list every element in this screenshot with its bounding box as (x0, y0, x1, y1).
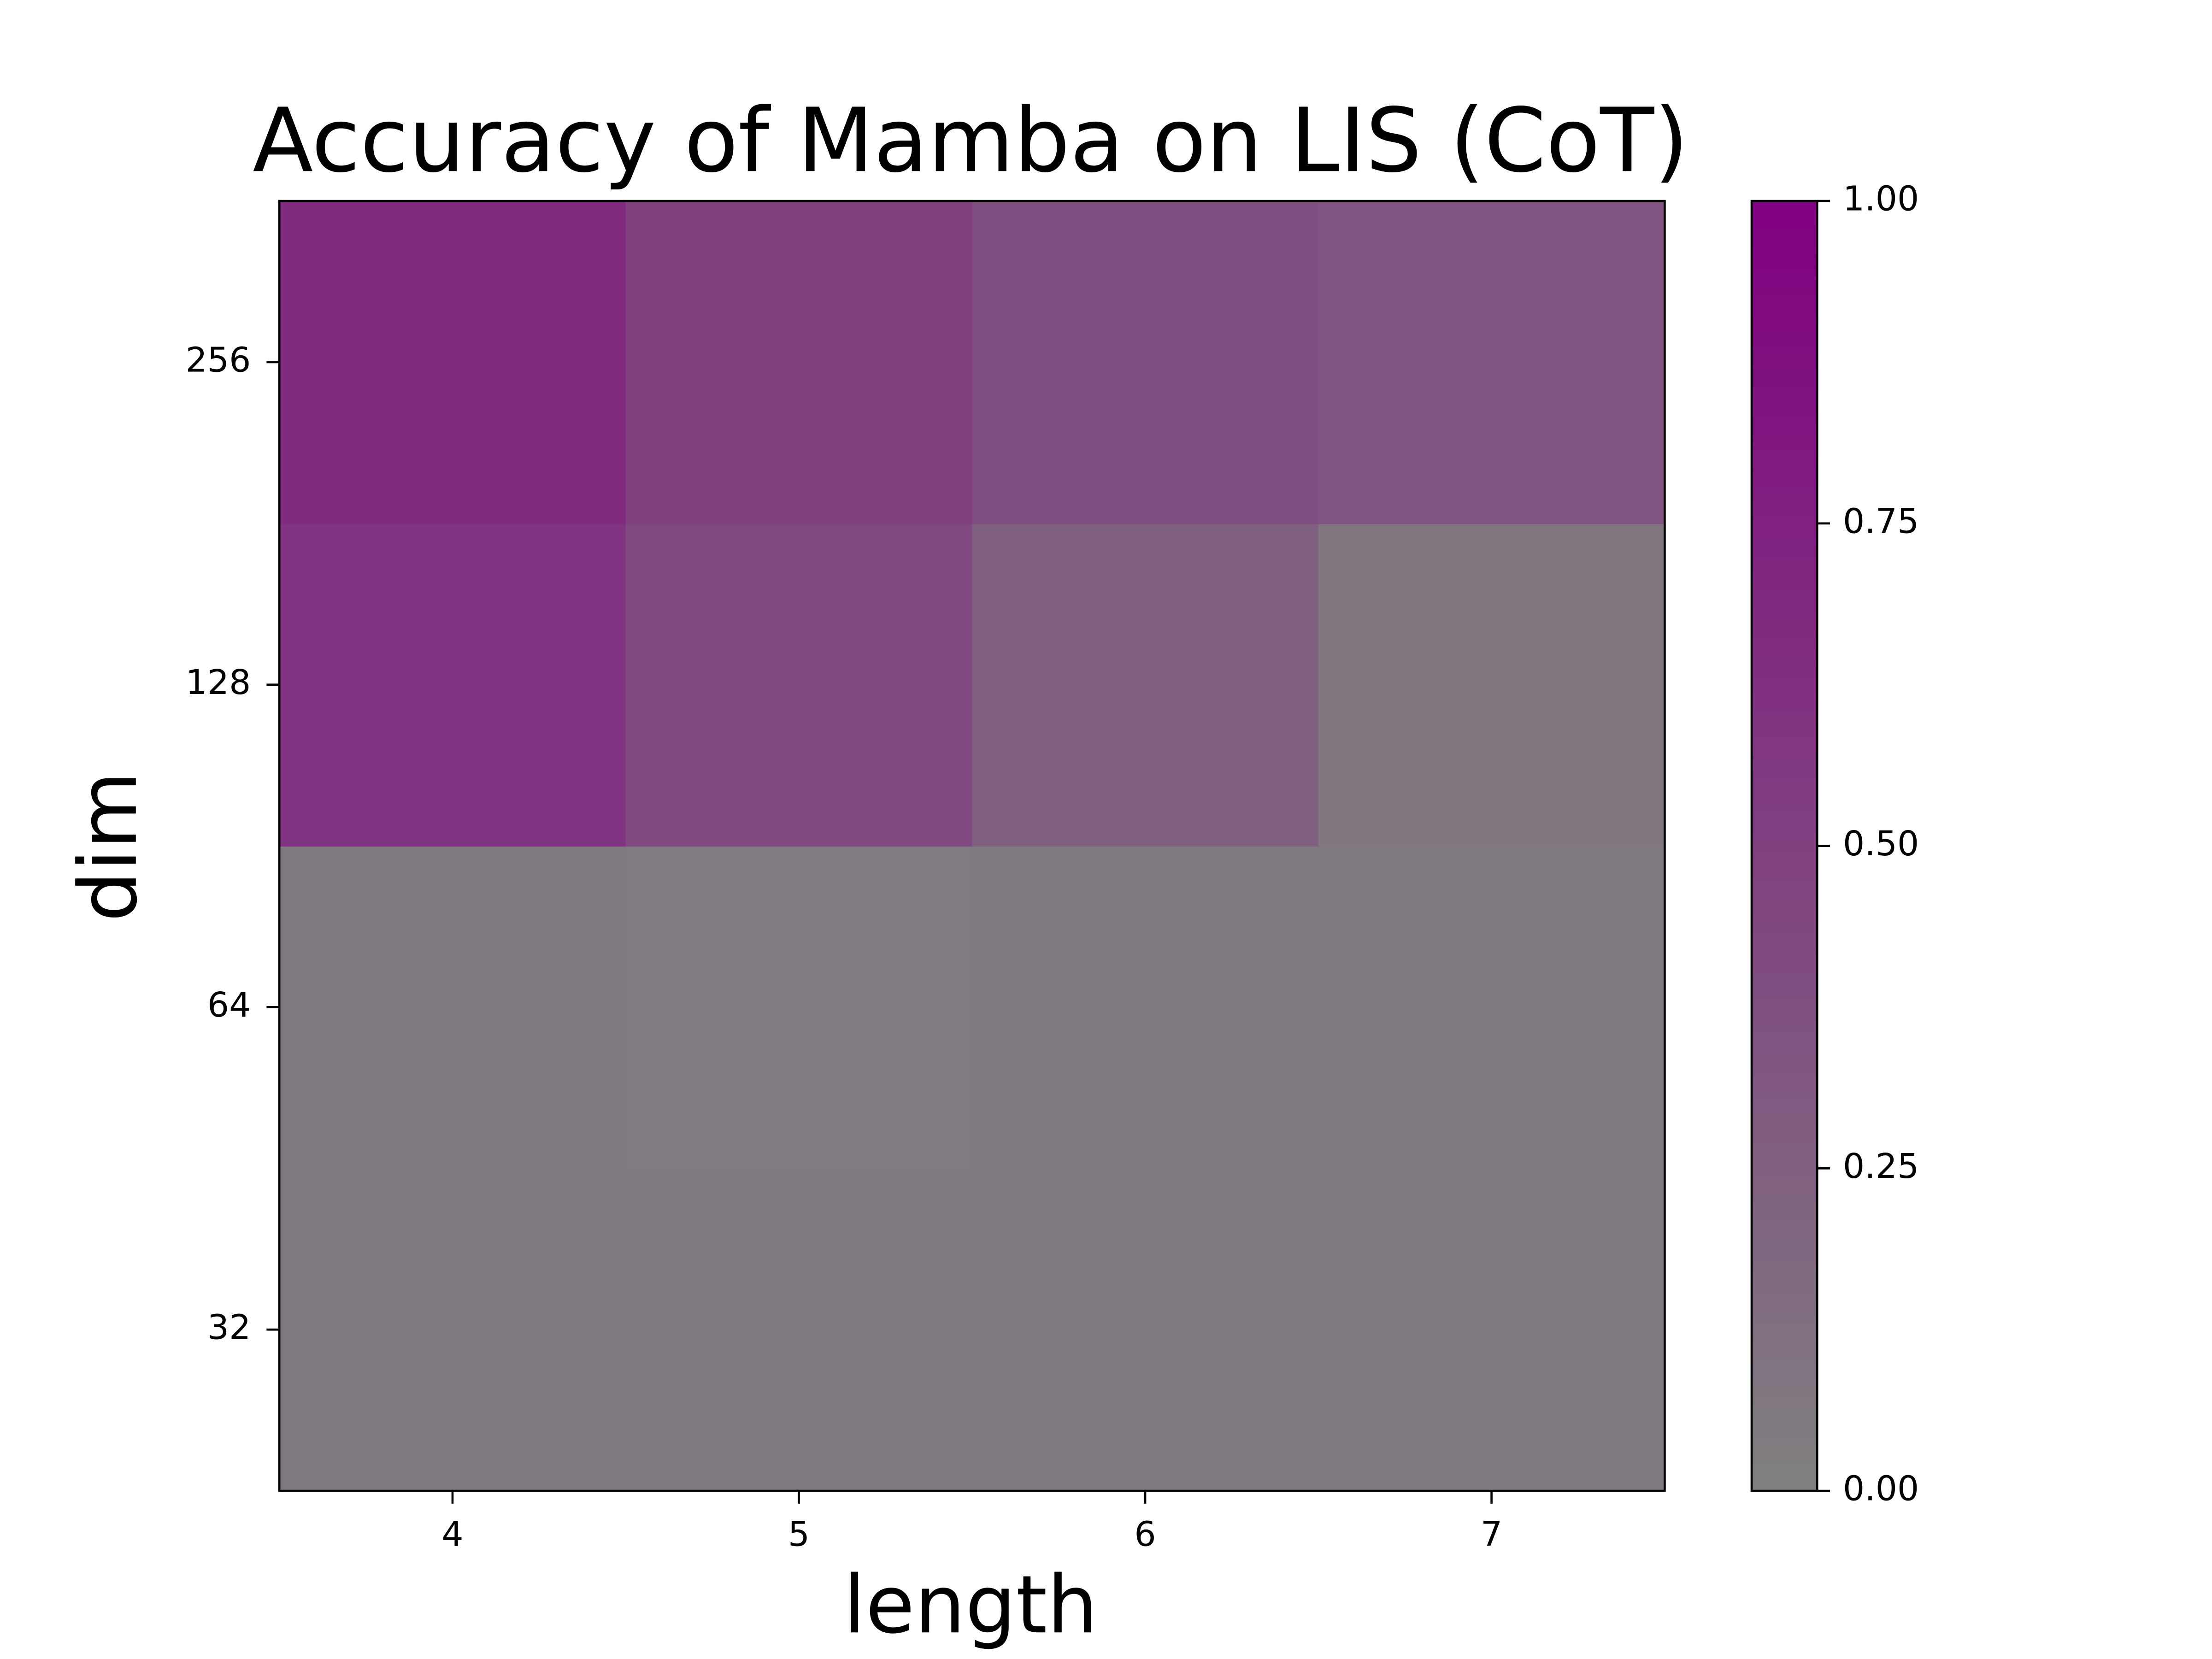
y-tick-label: 32 (207, 1307, 251, 1347)
colorbar-tick-label: 0.25 (1843, 1146, 1919, 1186)
heatmap-cell (625, 201, 973, 524)
y-tick-label: 64 (207, 985, 251, 1025)
x-tick-label: 6 (1134, 1514, 1156, 1554)
colorbar-tick-label: 0.50 (1843, 824, 1919, 864)
heatmap-cell (1318, 1168, 1665, 1492)
heatmap-cell (972, 201, 1319, 524)
heatmap-cell (625, 846, 973, 1169)
heatmap-cell (279, 523, 627, 847)
heatmap-cell (625, 1168, 973, 1492)
heatmap-cell (279, 846, 627, 1169)
heatmap (279, 201, 1665, 1492)
heatmap-cell (972, 1168, 1319, 1492)
heatmap-cell (972, 523, 1319, 847)
chart-title: Accuracy of Mamba on LIS (CoT) (253, 89, 1688, 192)
heatmap-cell (279, 201, 627, 524)
heatmap-cell (1318, 846, 1665, 1169)
y-axis-label: dim (62, 771, 155, 922)
x-tick-label: 4 (441, 1514, 463, 1554)
y-tick-label: 256 (186, 340, 251, 380)
x-tick-label: 5 (788, 1514, 810, 1554)
x-tick-label: 7 (1481, 1514, 1502, 1554)
colorbar-tick-label: 0.75 (1843, 501, 1919, 541)
heatmap-cell (972, 846, 1319, 1169)
x-axis-label: length (843, 1558, 1098, 1651)
colorbar-tick-label: 1.00 (1843, 179, 1919, 219)
y-tick-label: 128 (186, 662, 251, 702)
plot-frame (278, 200, 1666, 1492)
heatmap-cell (625, 523, 973, 847)
heatmap-cell (1318, 201, 1665, 524)
colorbar (1750, 200, 1818, 1492)
colorbar-tick-label: 0.00 (1843, 1469, 1919, 1509)
heatmap-cell (1318, 523, 1665, 847)
heatmap-cell (279, 1168, 627, 1492)
